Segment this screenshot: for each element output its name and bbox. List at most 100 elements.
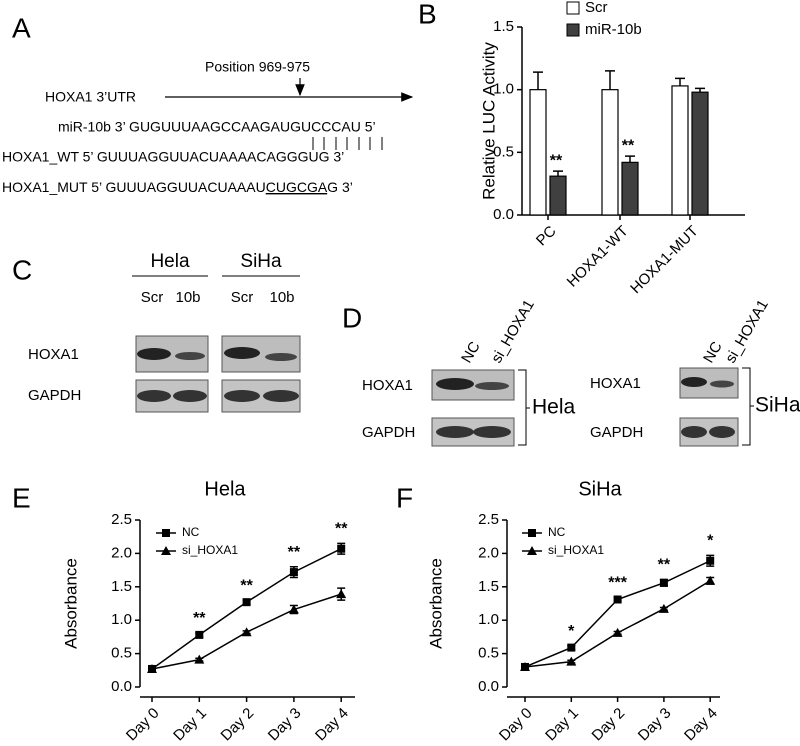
y-tick-label: 1.5	[493, 18, 514, 35]
panel-label: F	[396, 482, 413, 513]
y-axis-label: Absorbance	[426, 558, 445, 649]
y-tick-label: 1.5	[111, 578, 132, 595]
marker	[288, 604, 299, 614]
lane-label: NC	[458, 339, 484, 366]
legend-marker	[528, 529, 536, 537]
y-tick-label: 2.0	[111, 544, 132, 561]
error-bar	[625, 155, 635, 163]
bar	[621, 161, 639, 216]
significance: **	[622, 137, 635, 154]
bracket	[518, 369, 530, 446]
significance: *	[568, 623, 575, 640]
mut-part: G 3’	[327, 179, 353, 195]
blot	[135, 335, 301, 413]
lane-label: si_HOXA1	[722, 297, 772, 366]
legend-label: si_HOXA1	[182, 543, 238, 557]
y-tick-label: 0.5	[493, 143, 514, 160]
legend-label: NC	[548, 525, 566, 539]
y-axis-label: Relative LUC Activity	[479, 42, 498, 200]
legend-label: si_HOXA1	[548, 543, 604, 557]
legend-marker	[161, 546, 171, 555]
x-tick-label: Day 1	[542, 705, 582, 741]
lane-label: Scr	[141, 289, 164, 306]
x-tick-label: Day 2	[589, 705, 629, 741]
marker	[567, 643, 576, 652]
x-tick-label: HOXA1-MUT	[627, 223, 701, 297]
significance: **	[240, 577, 253, 594]
error-bar	[553, 170, 563, 177]
x-tick-label: Day 3	[635, 705, 675, 741]
lane-label: 10b	[269, 289, 294, 306]
group-label: SiHa	[240, 251, 282, 272]
row-label: HOXA1	[28, 346, 79, 363]
pairing-lines	[312, 137, 383, 150]
mut-part: HOXA1_MUT 5’ GUUUAGGUUACUAAAU	[2, 179, 266, 195]
marker	[566, 656, 577, 666]
row-label: GAPDH	[362, 424, 415, 441]
panel-label: E	[12, 482, 31, 513]
error-bar	[695, 87, 705, 93]
marker	[289, 568, 298, 577]
group-label: Hela	[150, 251, 190, 272]
x-tick-label: Day 0	[496, 705, 536, 741]
marker	[612, 627, 623, 637]
panel-label: B	[418, 0, 437, 29]
x-tick-label: HOXA1-WT	[564, 223, 632, 291]
marker	[194, 654, 205, 664]
y-tick-label: 1.5	[478, 578, 499, 595]
legend-marker	[527, 546, 537, 555]
y-tick-label: 0.5	[111, 645, 132, 662]
legend-label: Scr	[585, 0, 608, 16]
x-tick-label: Day 0	[123, 705, 163, 741]
marker	[147, 663, 157, 673]
chart-title: SiHa	[578, 478, 622, 500]
row-label: GAPDH	[590, 424, 643, 441]
x-tick-label: Day 3	[265, 705, 305, 741]
significance: *	[707, 533, 714, 550]
wt-sequence: HOXA1_WT 5’ GUUUAGGUUACUAAAACAGGGUG 3’	[2, 149, 344, 165]
error-bar	[605, 70, 615, 90]
cell-label: Hela	[532, 396, 576, 419]
y-tick-label: 0.0	[111, 678, 132, 695]
series-line	[151, 548, 342, 670]
utr-label: HOXA1 3’UTR	[45, 89, 136, 105]
x-tick-label: Day 4	[312, 705, 352, 741]
marker	[659, 578, 668, 587]
error-bar	[675, 77, 685, 86]
bar	[601, 89, 619, 216]
bracket	[742, 367, 754, 446]
legend-swatch	[566, 23, 580, 37]
y-tick-label: 2.5	[111, 511, 132, 528]
bar	[671, 85, 689, 216]
significance: **	[658, 557, 671, 574]
significance: **	[335, 521, 348, 538]
y-tick-label: 1.0	[493, 81, 514, 98]
significance: **	[288, 544, 301, 561]
lane-label: NC	[700, 339, 726, 366]
legend-label: miR-10b	[585, 21, 642, 38]
bar	[691, 91, 709, 216]
y-tick-label: 0.5	[478, 645, 499, 662]
series-line	[524, 580, 711, 668]
y-tick-label: 2.5	[478, 511, 499, 528]
legend-swatch	[566, 1, 580, 15]
row-label: HOXA1	[590, 375, 641, 392]
mut-part: CUGCGA	[266, 179, 328, 195]
error-bar	[533, 71, 543, 90]
significance: **	[550, 152, 563, 169]
marker	[658, 603, 669, 613]
x-tick-label: PC	[533, 223, 560, 250]
position-label: Position 969-975	[205, 59, 310, 75]
legend-label: NC	[182, 525, 200, 539]
row-label: GAPDH	[28, 387, 81, 404]
y-tick-label: 2.0	[478, 544, 499, 561]
y-tick-label: 0.0	[478, 678, 499, 695]
mir-sequence: miR-10b 3’ GUGUUUAAGCCAAGAUGUCCCAU 5’	[58, 119, 376, 135]
blot	[431, 367, 739, 447]
x-tick-label: Day 4	[681, 705, 721, 741]
lane-label: 10b	[175, 289, 200, 306]
marker	[520, 661, 530, 671]
y-axis-label: Absorbance	[61, 558, 80, 649]
marker	[195, 630, 204, 639]
